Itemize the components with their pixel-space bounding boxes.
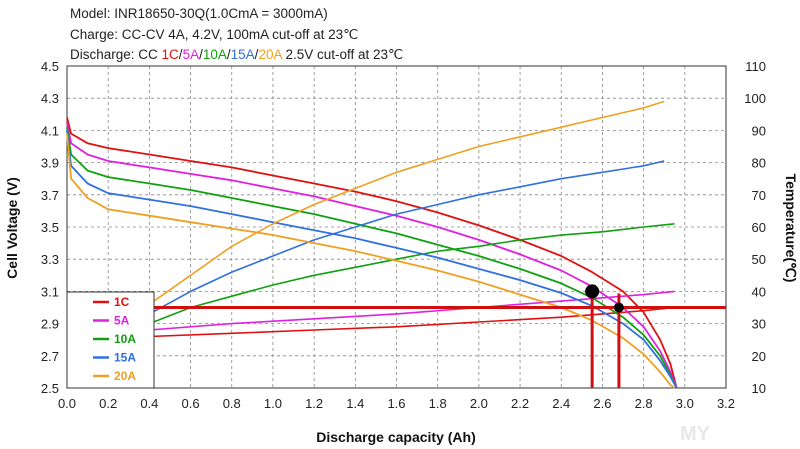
x-tick-label: 0.4 <box>140 396 158 411</box>
x-tick-label: 0.0 <box>58 396 76 411</box>
temperature-line-5a <box>149 290 675 331</box>
x-tick-label: 2.4 <box>552 396 570 411</box>
legend-label: 20A <box>114 369 136 383</box>
y-tick-label: 3.3 <box>41 252 59 267</box>
voltage-line-1c <box>66 117 678 389</box>
y2-tick-label: 60 <box>752 220 766 235</box>
y2-tick-label: 50 <box>752 252 766 267</box>
y-axis-ticks: 2.5 2.7 2.9 3.1 3.3 3.5 3.7 3.9 4.1 4.3 4.5 <box>41 59 59 396</box>
watermark: MY <box>680 423 711 445</box>
y-tick-label: 2.7 <box>41 349 59 364</box>
chart-series <box>66 100 678 389</box>
legend-label: 5A <box>114 314 130 328</box>
y-tick-label: 2.5 <box>41 381 59 396</box>
discharge-rate-15a: 15A <box>230 47 255 62</box>
voltage-line-5a <box>66 122 678 389</box>
legend-label: 15A <box>114 351 136 365</box>
x-tick-label: 2.2 <box>511 396 529 411</box>
x-tick-label: 0.6 <box>182 396 200 411</box>
x-axis-label: Discharge capacity (Ah) <box>316 429 476 445</box>
discharge-rate-10a: 10A <box>202 47 227 62</box>
temperature-line-1c <box>149 306 675 338</box>
x-tick-label: 1.0 <box>264 396 282 411</box>
temperature-line-15a <box>149 160 665 315</box>
y2-tick-label: 40 <box>752 284 766 299</box>
y2-tick-label: 100 <box>744 91 766 106</box>
x-tick-label: 2.8 <box>635 396 653 411</box>
marker-point <box>585 284 600 299</box>
y-tick-label: 2.9 <box>41 317 59 332</box>
x-tick-label: 0.8 <box>223 396 241 411</box>
y2-axis-label: Temperature(℃) <box>783 174 799 283</box>
chart-subtitle-discharge: Discharge: CC 1C/5A/10A/15A/20A 2.5V cut… <box>70 47 404 62</box>
x-tick-label: 3.2 <box>717 396 735 411</box>
y2-axis-ticks: 10 20 30 40 50 60 70 80 90 100 110 <box>744 59 766 396</box>
y2-tick-label: 90 <box>752 123 766 138</box>
y2-tick-label: 110 <box>745 59 766 74</box>
legend-label: 1C <box>114 295 130 309</box>
y-tick-label: 3.1 <box>41 284 59 299</box>
discharge-rate-20a: 20A <box>258 47 282 62</box>
chart-subtitle-model: Model: INR18650-30Q(1.0CmA = 3000mA) <box>70 6 328 21</box>
x-tick-label: 0.2 <box>99 396 117 411</box>
y-tick-label: 4.5 <box>41 59 59 74</box>
chart-subtitle-charge: Charge: CC-CV 4A, 4.2V, 100mA cut-off at… <box>70 27 359 42</box>
x-tick-label: 2.0 <box>470 396 488 411</box>
temperature-line-10a <box>149 223 675 325</box>
voltage-line-15a <box>66 130 678 389</box>
x-tick-label: 1.4 <box>346 396 364 411</box>
y-tick-label: 4.1 <box>41 123 59 138</box>
x-tick-label: 1.8 <box>429 396 447 411</box>
y2-tick-label: 20 <box>752 349 766 364</box>
y-tick-label: 3.5 <box>41 220 59 235</box>
voltage-line-20a <box>66 133 676 389</box>
x-tick-label: 3.0 <box>676 396 694 411</box>
discharge-suffix: 2.5V cut-off at 23℃ <box>281 47 404 62</box>
plot-frame <box>66 65 727 389</box>
legend-label: 10A <box>114 332 136 346</box>
legend-box <box>66 291 155 389</box>
y2-tick-label: 70 <box>752 188 766 203</box>
chart-legend: 1C 5A 10A 15A 20A <box>66 291 155 389</box>
plot-border <box>66 65 727 389</box>
temperature-line-20a <box>148 100 665 305</box>
voltage-line-10a <box>66 127 678 389</box>
y2-tick-label: 10 <box>752 381 766 396</box>
x-tick-label: 2.6 <box>593 396 611 411</box>
x-tick-label: 1.2 <box>305 396 323 411</box>
y-axis-label: Cell Voltage (V) <box>4 177 20 279</box>
marker-point <box>613 302 624 313</box>
x-tick-label: 1.6 <box>387 396 405 411</box>
discharge-rate-5a: 5A <box>182 47 200 62</box>
x-axis-ticks: 0.0 0.2 0.4 0.6 0.8 1.0 1.2 1.4 1.6 1.8 2.0 2.2 2.4 2… <box>58 396 735 411</box>
discharge-prefix: Discharge: CC <box>70 47 162 62</box>
chart-grid <box>66 65 727 389</box>
y-tick-label: 4.3 <box>41 91 59 106</box>
y-tick-label: 3.9 <box>41 156 59 171</box>
discharge-rate-1c: 1C <box>161 47 179 62</box>
y-tick-label: 3.7 <box>41 188 59 203</box>
y2-tick-label: 80 <box>752 156 766 171</box>
y2-tick-label: 30 <box>752 317 766 332</box>
chart-annotations <box>67 284 726 388</box>
